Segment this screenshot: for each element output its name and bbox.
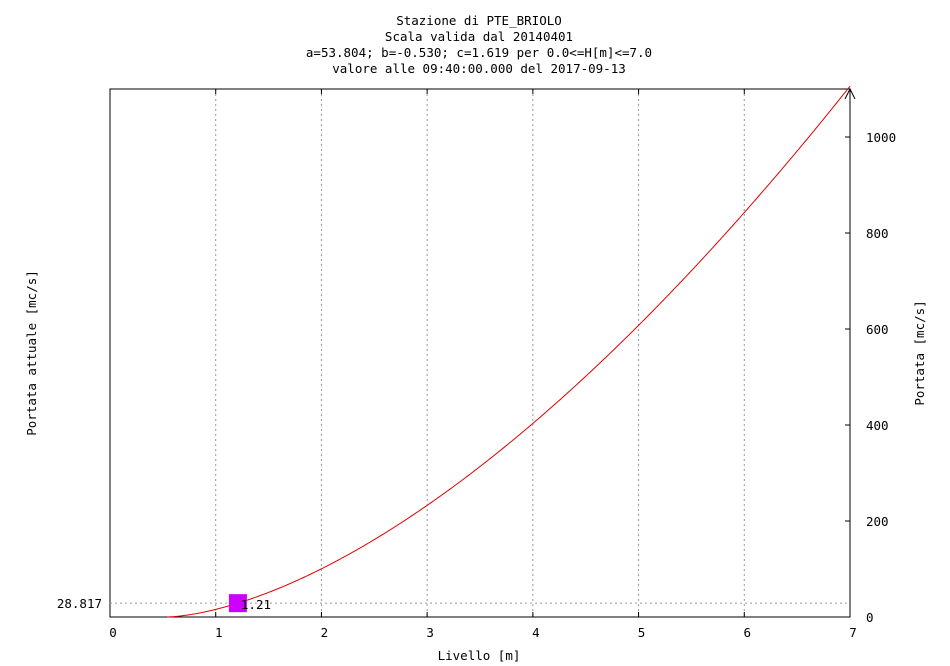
- x-tick-label-4: 4: [532, 625, 540, 640]
- grid-lines: [215, 89, 745, 617]
- current-value-marker: [228, 594, 247, 613]
- x-tick-label-7: 7: [849, 625, 857, 640]
- current-flow-tick-label: 28.817: [57, 596, 102, 611]
- x-tick-label-6: 6: [744, 625, 752, 640]
- right-y-axis-ticks: 0 200 400 600 800 1000: [845, 130, 896, 625]
- current-level-label: 1.21: [241, 597, 271, 612]
- title-line-validity: Scala valida dal 20140401: [385, 29, 573, 44]
- y-tick-label-600: 600: [866, 322, 889, 337]
- x-axis-label: Livello [m]: [438, 648, 521, 663]
- left-y-axis-label: Portata attuale [mc/s]: [24, 270, 39, 436]
- right-y-axis-label: Portata [mc/s]: [912, 300, 927, 405]
- curve-end-arrow: [844, 87, 856, 100]
- x-tick-label-1: 1: [215, 625, 223, 640]
- plot-frame: [109, 88, 851, 618]
- rating-curve-line: [167, 85, 851, 618]
- y-tick-label-400: 400: [866, 418, 889, 433]
- y-tick-label-1000: 1000: [866, 130, 896, 145]
- title-line-coefficients: a=53.804; b=-0.530; c=1.619 per 0.0<=H[m…: [306, 45, 652, 60]
- x-tick-label-5: 5: [638, 625, 646, 640]
- x-tick-label-3: 3: [426, 625, 434, 640]
- title-line-station: Stazione di PTE_BRIOLO: [396, 13, 562, 28]
- x-tick-label-2: 2: [321, 625, 329, 640]
- chart-title: Stazione di PTE_BRIOLO Scala valida dal …: [306, 13, 652, 76]
- y-tick-label-0: 0: [866, 610, 874, 625]
- x-axis-ticks: 0 1 2 3 4 5 6 7: [109, 89, 857, 640]
- title-line-timestamp: valore alle 09:40:00.000 del 2017-09-13: [332, 61, 626, 76]
- x-tick-label-0: 0: [109, 625, 117, 640]
- y-tick-label-800: 800: [866, 226, 889, 241]
- y-tick-label-200: 200: [866, 514, 889, 529]
